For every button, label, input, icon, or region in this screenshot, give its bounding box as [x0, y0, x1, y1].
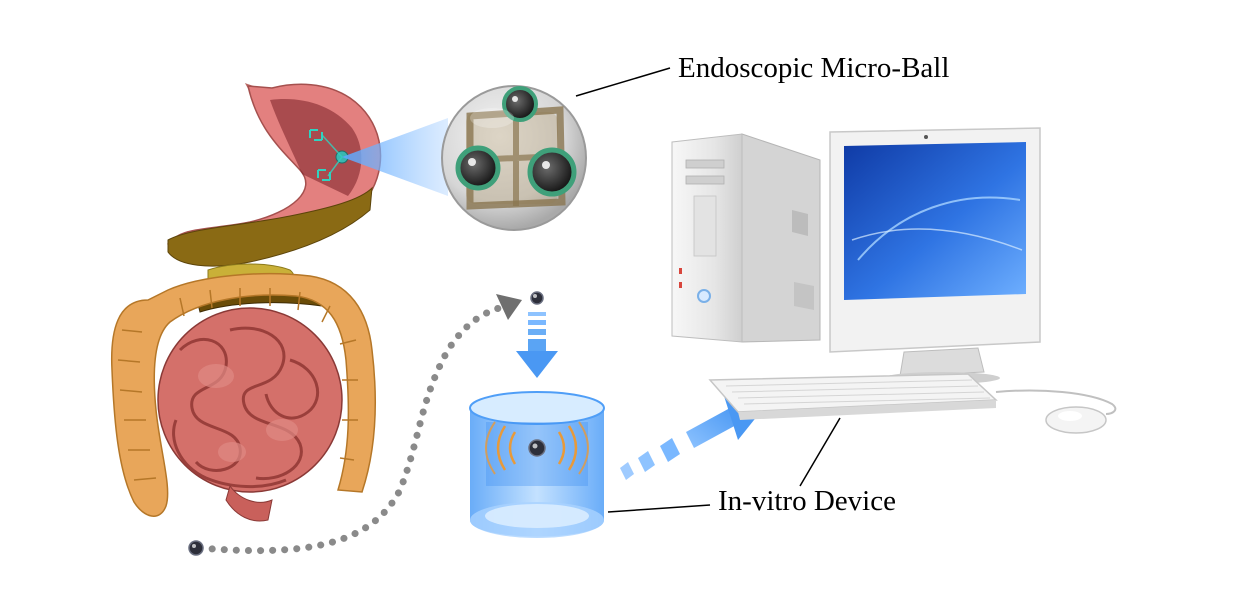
colon-icon: [110, 272, 376, 517]
capsule-icon: [188, 540, 204, 556]
duodenum: [167, 186, 373, 267]
rectum: [225, 484, 273, 522]
computer-leader-line: [799, 417, 841, 487]
swallow-path: [188, 291, 544, 556]
digestive-system: [110, 83, 382, 522]
dotted-path: [196, 302, 512, 555]
mouse-cable: [995, 389, 1117, 415]
monitor-icon: [829, 127, 1041, 384]
path-arrow-icon: [496, 294, 522, 320]
intestines-icon: [157, 307, 343, 493]
computer-tower-icon: [671, 133, 821, 343]
in-vitro-leader-line: [607, 504, 711, 513]
colon-folds: [117, 288, 358, 481]
micro-ball-leader-line: [575, 67, 671, 97]
capsule-icon: [530, 291, 544, 305]
keyboard-icon: [708, 373, 998, 420]
in-vitro-device-icon: [469, 391, 605, 538]
arrow-icon: [516, 312, 558, 378]
micro-ball-icon: [441, 85, 587, 231]
computer: [671, 127, 1117, 434]
mouse-icon: [1045, 406, 1107, 434]
in-vitro-device-label: In-vitro Device: [718, 485, 896, 517]
micro-ball-label: Endoscopic Micro-Ball: [678, 52, 950, 84]
stomach-interior: [270, 99, 362, 196]
camera-beam: [342, 118, 448, 196]
